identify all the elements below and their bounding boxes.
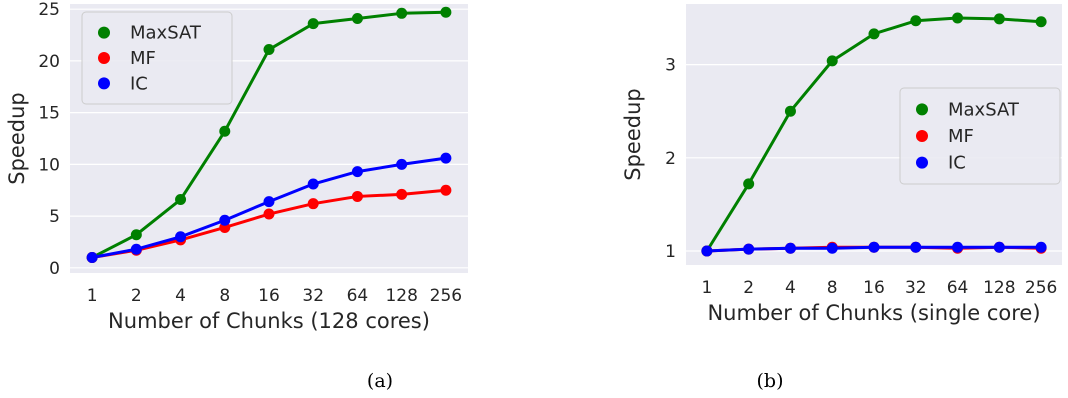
data-point-maxsat [826, 55, 838, 67]
data-point-ic [130, 243, 142, 255]
data-point-ic [910, 241, 922, 253]
x-tick-label: 256 [430, 286, 462, 306]
x-tick-label: 4 [175, 286, 186, 306]
data-point-ic [307, 178, 319, 190]
data-point-mf [263, 208, 275, 220]
x-tick-label: 32 [302, 286, 324, 306]
data-point-ic [440, 152, 452, 164]
legend-marker [98, 26, 110, 39]
legend-marker [98, 52, 110, 64]
x-tick-label: 128 [385, 286, 417, 306]
data-point-mf [440, 184, 452, 196]
data-point-maxsat [1035, 16, 1047, 28]
x-tick-label: 128 [983, 278, 1015, 298]
data-point-ic [784, 242, 796, 254]
x-tick-label: 2 [131, 286, 142, 306]
figure-caption: (b) [757, 370, 784, 392]
data-point-ic [1035, 241, 1047, 253]
figure-caption: (a) [367, 370, 393, 392]
legend-marker [98, 77, 110, 90]
data-point-ic [396, 158, 408, 170]
legend-marker [916, 156, 928, 169]
data-point-ic [993, 241, 1005, 253]
data-point-ic [219, 214, 231, 226]
data-point-ic [743, 243, 755, 255]
data-point-maxsat [219, 125, 231, 137]
data-point-maxsat [396, 7, 408, 19]
y-tick-label: 20 [38, 52, 60, 72]
y-tick-label: 2 [665, 149, 676, 169]
x-tick-label: 32 [905, 278, 927, 298]
y-axis-label: Speedup [621, 88, 645, 180]
y-tick-label: 5 [49, 207, 60, 227]
legend-label: MaxSAT [948, 99, 1020, 120]
legend-box [899, 87, 1061, 185]
x-tick-label: 8 [827, 278, 838, 298]
data-point-maxsat [910, 15, 922, 27]
data-point-ic [263, 196, 275, 208]
data-point-maxsat [868, 28, 880, 40]
x-tick-label: 64 [347, 286, 369, 306]
data-point-ic [351, 166, 363, 178]
chart-b: 1 2 3 1 2 4 8 16 32 64 128 256 Number of Chunks (sin… [621, 4, 1062, 392]
x-axis-label: Number of Chunks (single core) [707, 301, 1040, 325]
x-tick-label: 64 [947, 278, 969, 298]
y-tick-label: 3 [665, 56, 676, 76]
data-point-ic [868, 241, 880, 253]
legend-label: MF [948, 126, 974, 147]
data-point-maxsat [351, 12, 363, 24]
legend-label: IC [130, 73, 148, 94]
data-point-ic [86, 251, 98, 263]
data-point-mf [396, 188, 408, 200]
y-tick-label: 25 [38, 0, 60, 20]
legend-box [81, 11, 233, 105]
legend-label: MF [130, 48, 156, 69]
data-point-ic [701, 245, 713, 257]
y-tick-label: 15 [38, 104, 60, 124]
x-tick-label: 1 [87, 286, 98, 306]
x-tick-label: 2 [743, 278, 754, 298]
y-tick-label: 10 [38, 155, 60, 175]
data-point-maxsat [993, 13, 1005, 25]
data-point-maxsat [952, 12, 964, 24]
data-point-maxsat [440, 6, 452, 18]
y-axis-label: Speedup [5, 92, 29, 184]
legend-marker [916, 103, 928, 116]
x-axis-label: Number of Chunks (128 cores) [108, 309, 430, 333]
y-tick-label: 1 [665, 242, 676, 262]
data-point-ic [175, 231, 187, 243]
data-point-maxsat [743, 178, 755, 190]
x-tick-label: 4 [785, 278, 796, 298]
data-point-mf [307, 198, 319, 210]
data-point-mf [351, 190, 363, 202]
x-tick-label: 16 [863, 278, 885, 298]
x-tick-label: 1 [701, 278, 712, 298]
data-point-maxsat [263, 44, 275, 56]
legend-label: MaxSAT [130, 23, 202, 44]
x-tick-label: 256 [1025, 278, 1057, 298]
data-point-maxsat [307, 18, 319, 30]
data-point-maxsat [130, 229, 142, 241]
legend-marker [916, 130, 928, 142]
data-point-maxsat [784, 105, 796, 117]
data-point-maxsat [175, 194, 187, 206]
data-point-ic [826, 242, 838, 254]
x-tick-label: 8 [219, 286, 230, 306]
data-point-ic [952, 241, 964, 253]
y-tick-label: 0 [49, 259, 60, 279]
legend-label: IC [948, 153, 966, 174]
x-tick-label: 16 [258, 286, 280, 306]
